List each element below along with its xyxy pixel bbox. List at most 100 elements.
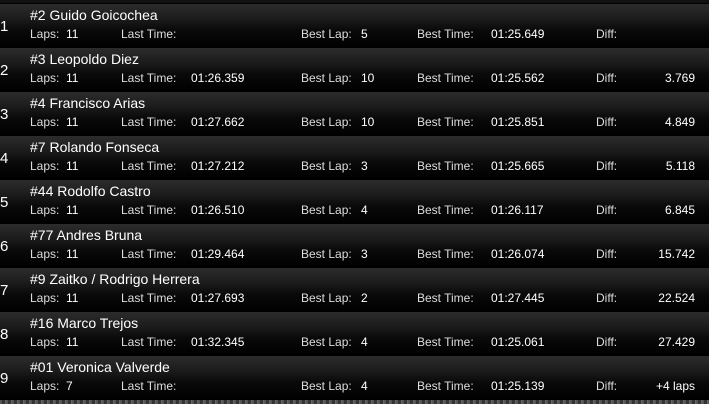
position: 5 <box>0 194 9 211</box>
best-time-label: Best Time: <box>417 247 474 261</box>
position: 6 <box>0 238 9 255</box>
laps-value: 11 <box>66 203 79 217</box>
laps-value: 11 <box>66 291 79 305</box>
laps-value: 11 <box>66 247 79 261</box>
result-row[interactable]: 3 #4 Francisco Arias Laps: 11 Last Time:… <box>0 92 709 135</box>
driver-name: #16 Marco Trejos <box>30 315 139 331</box>
top-edge <box>0 0 709 3</box>
result-row[interactable]: 8 #16 Marco Trejos Laps: 11 Last Time: 0… <box>0 312 709 355</box>
laps-label: Laps: <box>30 291 60 305</box>
driver-name: #44 Rodolfo Castro <box>30 183 151 199</box>
last-time-label: Last Time: <box>121 27 177 41</box>
position: 1 <box>0 18 9 35</box>
laps-label: Laps: <box>30 27 60 41</box>
last-time-label: Last Time: <box>121 291 177 305</box>
position: 2 <box>0 62 9 79</box>
last-time-value: 01:26.359 <box>191 71 245 85</box>
laps-value: 7 <box>66 379 73 393</box>
diff-label: Diff: <box>596 335 618 349</box>
driver-name: #9 Zaitko / Rodrigo Herrera <box>30 271 200 287</box>
last-time-label: Last Time: <box>121 203 177 217</box>
best-lap-value: 10 <box>361 115 375 129</box>
position: 3 <box>0 106 9 123</box>
best-lap-label: Best Lap: <box>301 203 352 217</box>
best-time-label: Best Time: <box>417 159 474 173</box>
last-time-label: Last Time: <box>121 115 177 129</box>
position: 8 <box>0 326 9 343</box>
best-time-value: 01:25.665 <box>491 159 545 173</box>
best-lap-label: Best Lap: <box>301 335 352 349</box>
diff-label: Diff: <box>596 247 618 261</box>
best-time-value: 01:27.445 <box>491 291 545 305</box>
laps-label: Laps: <box>30 335 60 349</box>
best-lap-value: 4 <box>361 335 368 349</box>
best-lap-label: Best Lap: <box>301 159 352 173</box>
diff-label: Diff: <box>596 159 618 173</box>
best-time-value: 01:25.139 <box>491 379 545 393</box>
laps-value: 11 <box>66 115 79 129</box>
result-row[interactable]: 7 #9 Zaitko / Rodrigo Herrera Laps: 11 L… <box>0 268 709 311</box>
driver-name: #2 Guido Goicochea <box>30 7 158 23</box>
diff-value: 27.429 <box>658 335 695 349</box>
last-time-value: 01:27.662 <box>191 115 245 129</box>
last-time-value: 01:27.212 <box>191 159 245 173</box>
best-lap-label: Best Lap: <box>301 115 352 129</box>
best-time-value: 01:25.061 <box>491 335 545 349</box>
driver-name: #3 Leopoldo Diez <box>30 51 139 67</box>
laps-label: Laps: <box>30 379 60 393</box>
driver-name: #77 Andres Bruna <box>30 227 143 243</box>
best-time-value: 01:26.117 <box>491 203 544 217</box>
diff-label: Diff: <box>596 291 618 305</box>
laps-label: Laps: <box>30 115 60 129</box>
last-time-value: 01:26.510 <box>191 203 245 217</box>
diff-label: Diff: <box>596 115 618 129</box>
position: 9 <box>0 370 9 387</box>
best-lap-label: Best Lap: <box>301 379 352 393</box>
laps-value: 11 <box>66 27 79 41</box>
best-lap-label: Best Lap: <box>301 71 352 85</box>
result-row[interactable]: 1 #2 Guido Goicochea Laps: 11 Last Time:… <box>0 4 709 47</box>
best-time-label: Best Time: <box>417 335 474 349</box>
driver-name: #7 Rolando Fonseca <box>30 139 160 155</box>
last-time-label: Last Time: <box>121 247 177 261</box>
result-row[interactable]: 4 #7 Rolando Fonseca Laps: 11 Last Time:… <box>0 136 709 179</box>
best-time-label: Best Time: <box>417 71 474 85</box>
best-lap-value: 5 <box>361 27 368 41</box>
laps-label: Laps: <box>30 203 60 217</box>
diff-value: 15.742 <box>658 247 695 261</box>
best-time-label: Best Time: <box>417 379 474 393</box>
best-time-label: Best Time: <box>417 203 474 217</box>
last-time-label: Last Time: <box>121 379 177 393</box>
diff-label: Diff: <box>596 379 618 393</box>
best-lap-value: 4 <box>361 379 368 393</box>
result-row[interactable]: 2 #3 Leopoldo Diez Laps: 11 Last Time: 0… <box>0 48 709 91</box>
result-row[interactable]: 6 #77 Andres Bruna Laps: 11 Last Time: 0… <box>0 224 709 267</box>
diff-value: +4 laps <box>655 379 695 393</box>
best-lap-label: Best Lap: <box>301 291 352 305</box>
best-time-value: 01:25.649 <box>491 27 545 41</box>
diff-value: 3.769 <box>664 71 695 85</box>
last-time-label: Last Time: <box>121 159 177 173</box>
driver-name: #4 Francisco Arias <box>30 95 146 111</box>
best-lap-value: 2 <box>361 291 368 305</box>
best-time-label: Best Time: <box>417 291 474 305</box>
last-time-label: Last Time: <box>121 335 177 349</box>
last-time-value: 01:29.464 <box>191 247 245 261</box>
laps-label: Laps: <box>30 247 60 261</box>
best-time-value: 01:25.851 <box>491 115 545 129</box>
best-time-value: 01:25.562 <box>491 71 545 85</box>
result-row[interactable]: 5 #44 Rodolfo Castro Laps: 11 Last Time:… <box>0 180 709 223</box>
laps-value: 11 <box>66 71 79 85</box>
laps-value: 11 <box>66 335 79 349</box>
results-list: 1 #2 Guido Goicochea Laps: 11 Last Time:… <box>0 4 709 400</box>
laps-label: Laps: <box>30 159 60 173</box>
best-time-label: Best Time: <box>417 115 474 129</box>
diff-label: Diff: <box>596 27 618 41</box>
best-lap-value: 10 <box>361 71 375 85</box>
last-time-value: 01:32.345 <box>191 335 245 349</box>
diff-value: 22.524 <box>658 291 695 305</box>
diff-label: Diff: <box>596 71 618 85</box>
result-row[interactable]: 9 #01 Veronica Valverde Laps: 7 Last Tim… <box>0 356 709 399</box>
best-lap-label: Best Lap: <box>301 27 352 41</box>
last-time-label: Last Time: <box>121 71 177 85</box>
